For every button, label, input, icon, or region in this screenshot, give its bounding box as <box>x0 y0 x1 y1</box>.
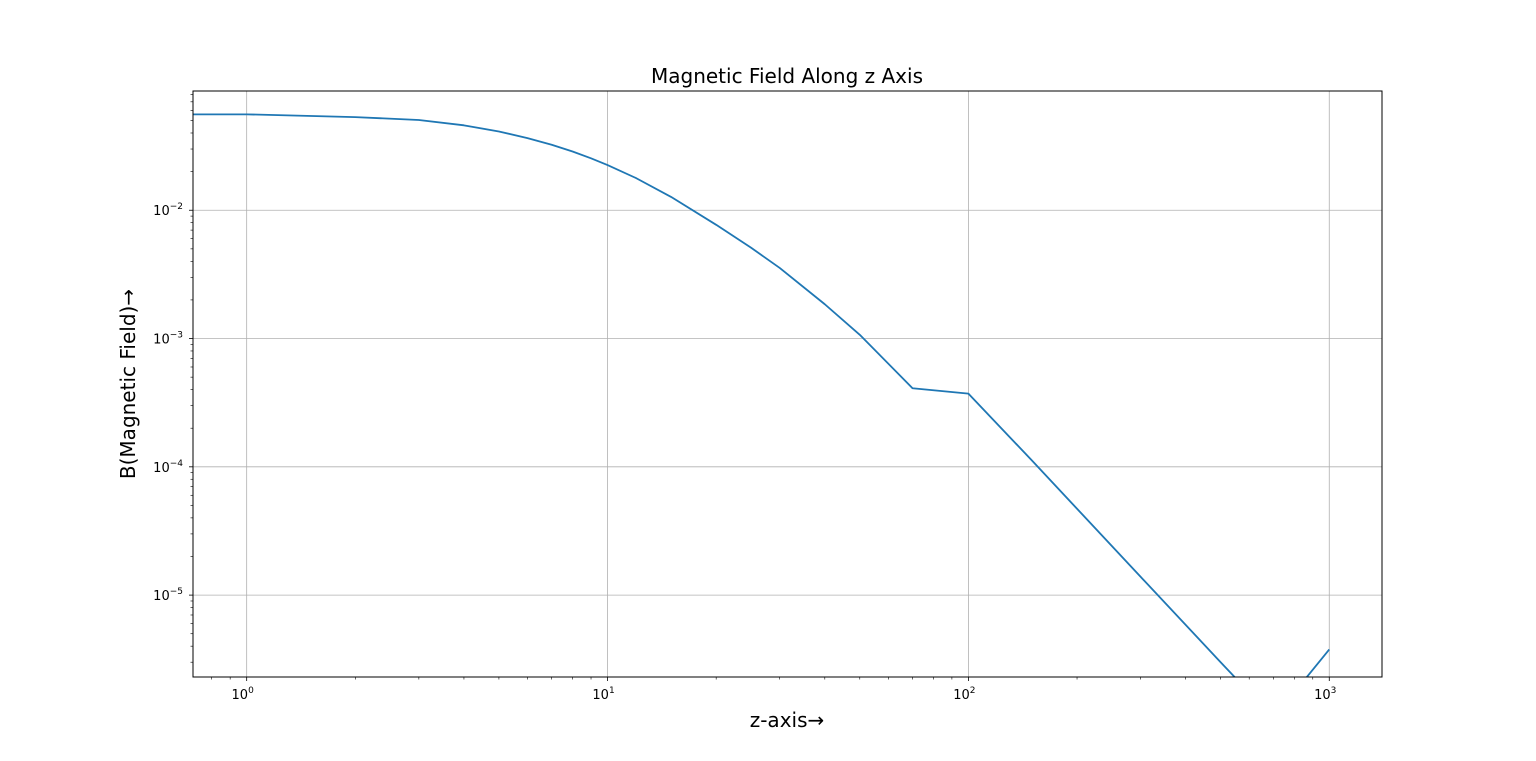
x-axis-label: z-axis→ <box>750 708 825 732</box>
y-tick-label: 10−4 <box>153 459 183 476</box>
y-axis-ticks: 10−2 10−3 10−4 10−5 <box>153 202 193 604</box>
grid-lines <box>193 91 1382 677</box>
y-axis-label: B(Magnetic Field)→ <box>116 289 140 479</box>
x-axis-ticks: 100 101 102 103 <box>232 677 1336 703</box>
x-tick-label: 101 <box>592 686 614 703</box>
chart-title: Magnetic Field Along z Axis <box>651 64 923 88</box>
y-tick-label: 10−5 <box>153 587 183 604</box>
plot-area-frame <box>192 90 1383 678</box>
x-tick-label: 103 <box>1314 686 1336 703</box>
y-tick-label: 10−3 <box>153 331 183 348</box>
x-tick-label: 100 <box>232 686 255 703</box>
x-tick-label: 102 <box>953 686 975 703</box>
y-tick-label: 10−2 <box>153 202 183 219</box>
series-line-0 <box>193 113 1330 677</box>
series-layer <box>193 113 1330 677</box>
